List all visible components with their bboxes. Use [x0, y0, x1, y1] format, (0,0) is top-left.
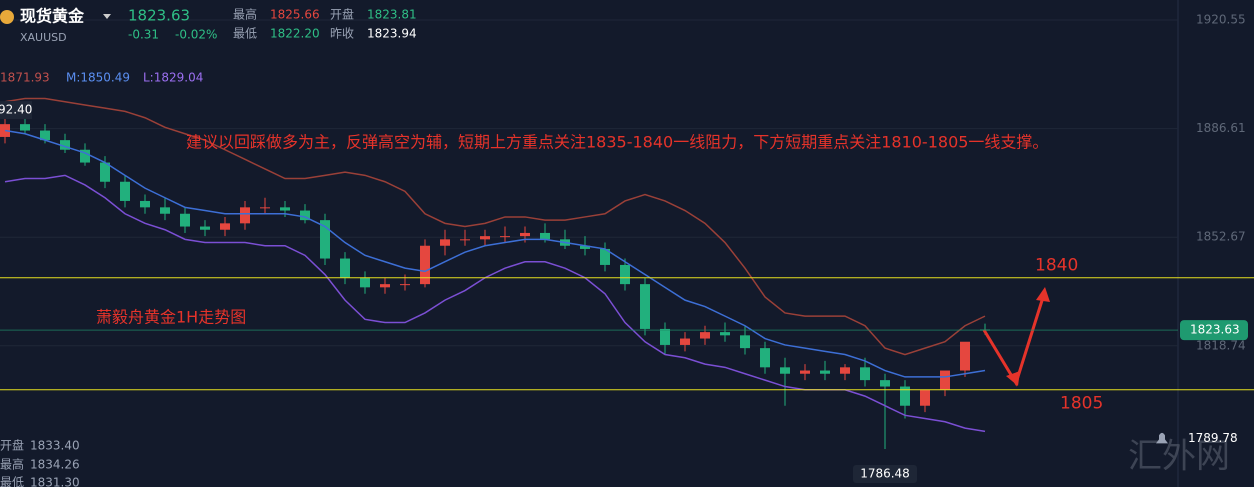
candle-body [400, 284, 410, 286]
candle-body [40, 130, 50, 141]
candle-body [380, 284, 390, 288]
candle-body [80, 149, 90, 163]
candle-body [340, 258, 350, 278]
arrow-head [1006, 371, 1020, 386]
ohlc-label: 最低 [0, 476, 24, 487]
candle-body [260, 207, 270, 209]
candle-body [100, 162, 110, 182]
annotation: 建议以回踩做多为主，反弹高空为辅，短期上方重点关注1835-1840一线阻力，下… [186, 133, 1048, 152]
low-label-box [853, 464, 917, 483]
alert-label: 1789.78 [1188, 431, 1238, 445]
candle-body [520, 232, 530, 237]
level-label: 1840 [1035, 256, 1078, 276]
ohlc-label: 最高 [0, 457, 24, 472]
stat-value: 1823.81 [367, 8, 417, 22]
candle-body [840, 367, 850, 374]
candle-body [800, 370, 810, 374]
candle-body [420, 245, 430, 285]
candle-body [760, 348, 770, 368]
symbol-code: XAUUSD [20, 31, 67, 44]
candle-body [160, 207, 170, 214]
candle-body [720, 332, 730, 336]
ohlc-value: 1834.26 [30, 458, 80, 472]
candle-body [180, 213, 190, 227]
candle-body [240, 207, 250, 224]
indicator-label: L:1829.04 [143, 71, 203, 85]
dropdown-icon[interactable] [103, 14, 111, 19]
band-line [4, 129, 986, 378]
candle-body [480, 236, 490, 240]
y-tick-label: 1852.67 [1196, 230, 1246, 244]
candle-body [940, 370, 950, 390]
high-label: 92.40 [0, 103, 32, 117]
indicator-label: :1871.93 [0, 71, 50, 85]
stat-label: 开盘 [330, 7, 354, 22]
candle-body [300, 210, 310, 221]
candle-body [660, 328, 670, 345]
stat-label: 昨收 [330, 27, 354, 41]
candle-body [880, 380, 890, 387]
candle-body [680, 338, 690, 345]
candle-body [500, 236, 510, 238]
last-price: 1823.63 [128, 7, 190, 25]
price-pill-label: 1823.63 [1190, 323, 1240, 337]
price-pill [1180, 320, 1248, 341]
candle-body [700, 332, 710, 339]
candle-body [120, 181, 130, 201]
candle-body [20, 124, 30, 131]
arrow-head [1036, 287, 1050, 302]
candle-body [740, 335, 750, 349]
change: -0.31 [128, 28, 159, 42]
candle-body [280, 207, 290, 211]
candle-body [140, 200, 150, 208]
band-line [4, 97, 986, 356]
ohlc-value: 1831.30 [30, 476, 80, 487]
y-tick-label: 1920.55 [1196, 12, 1246, 26]
candle-body [960, 341, 970, 371]
alert-icon [1156, 432, 1168, 444]
candle-body [780, 367, 790, 374]
candle-body [440, 239, 450, 246]
ohlc-value: 1833.40 [30, 439, 80, 453]
candle-body [600, 248, 610, 265]
y-tick-label: 1886.61 [1196, 121, 1246, 135]
candle-body [320, 220, 330, 259]
low-label: 1786.48 [860, 466, 910, 480]
stat-value: 1825.66 [270, 8, 320, 22]
ohlc-label: 开盘 [0, 438, 24, 453]
candle-body [620, 264, 630, 285]
annotation: 萧毅舟黄金1H走势图 [96, 308, 246, 327]
stat-value: 1822.20 [270, 27, 320, 41]
watermark: 汇外网 [1128, 437, 1230, 477]
candle-body [360, 277, 370, 288]
candle-body [540, 232, 550, 240]
candle-body [900, 386, 910, 406]
stat-label: 最高 [233, 7, 257, 22]
candle-body [860, 367, 870, 381]
level-label: 1805 [1060, 394, 1103, 414]
candle-body [580, 245, 590, 249]
symbol-name: 现货黄金 [20, 7, 85, 26]
candle-body [220, 223, 230, 230]
change-pct: -0.02% [175, 28, 217, 42]
candle-body [460, 239, 470, 241]
candle-body [820, 370, 830, 374]
candle-body [60, 140, 70, 150]
y-tick-label: 1818.74 [1196, 338, 1246, 352]
candle-body [640, 284, 650, 329]
symbol-icon [0, 10, 14, 24]
candle-body [200, 226, 210, 230]
indicator-label: M:1850.49 [66, 71, 130, 85]
high-label-box [0, 101, 32, 120]
stat-label: 最低 [233, 27, 257, 41]
candle-body [920, 389, 930, 406]
stat-value: 1823.94 [367, 27, 417, 41]
